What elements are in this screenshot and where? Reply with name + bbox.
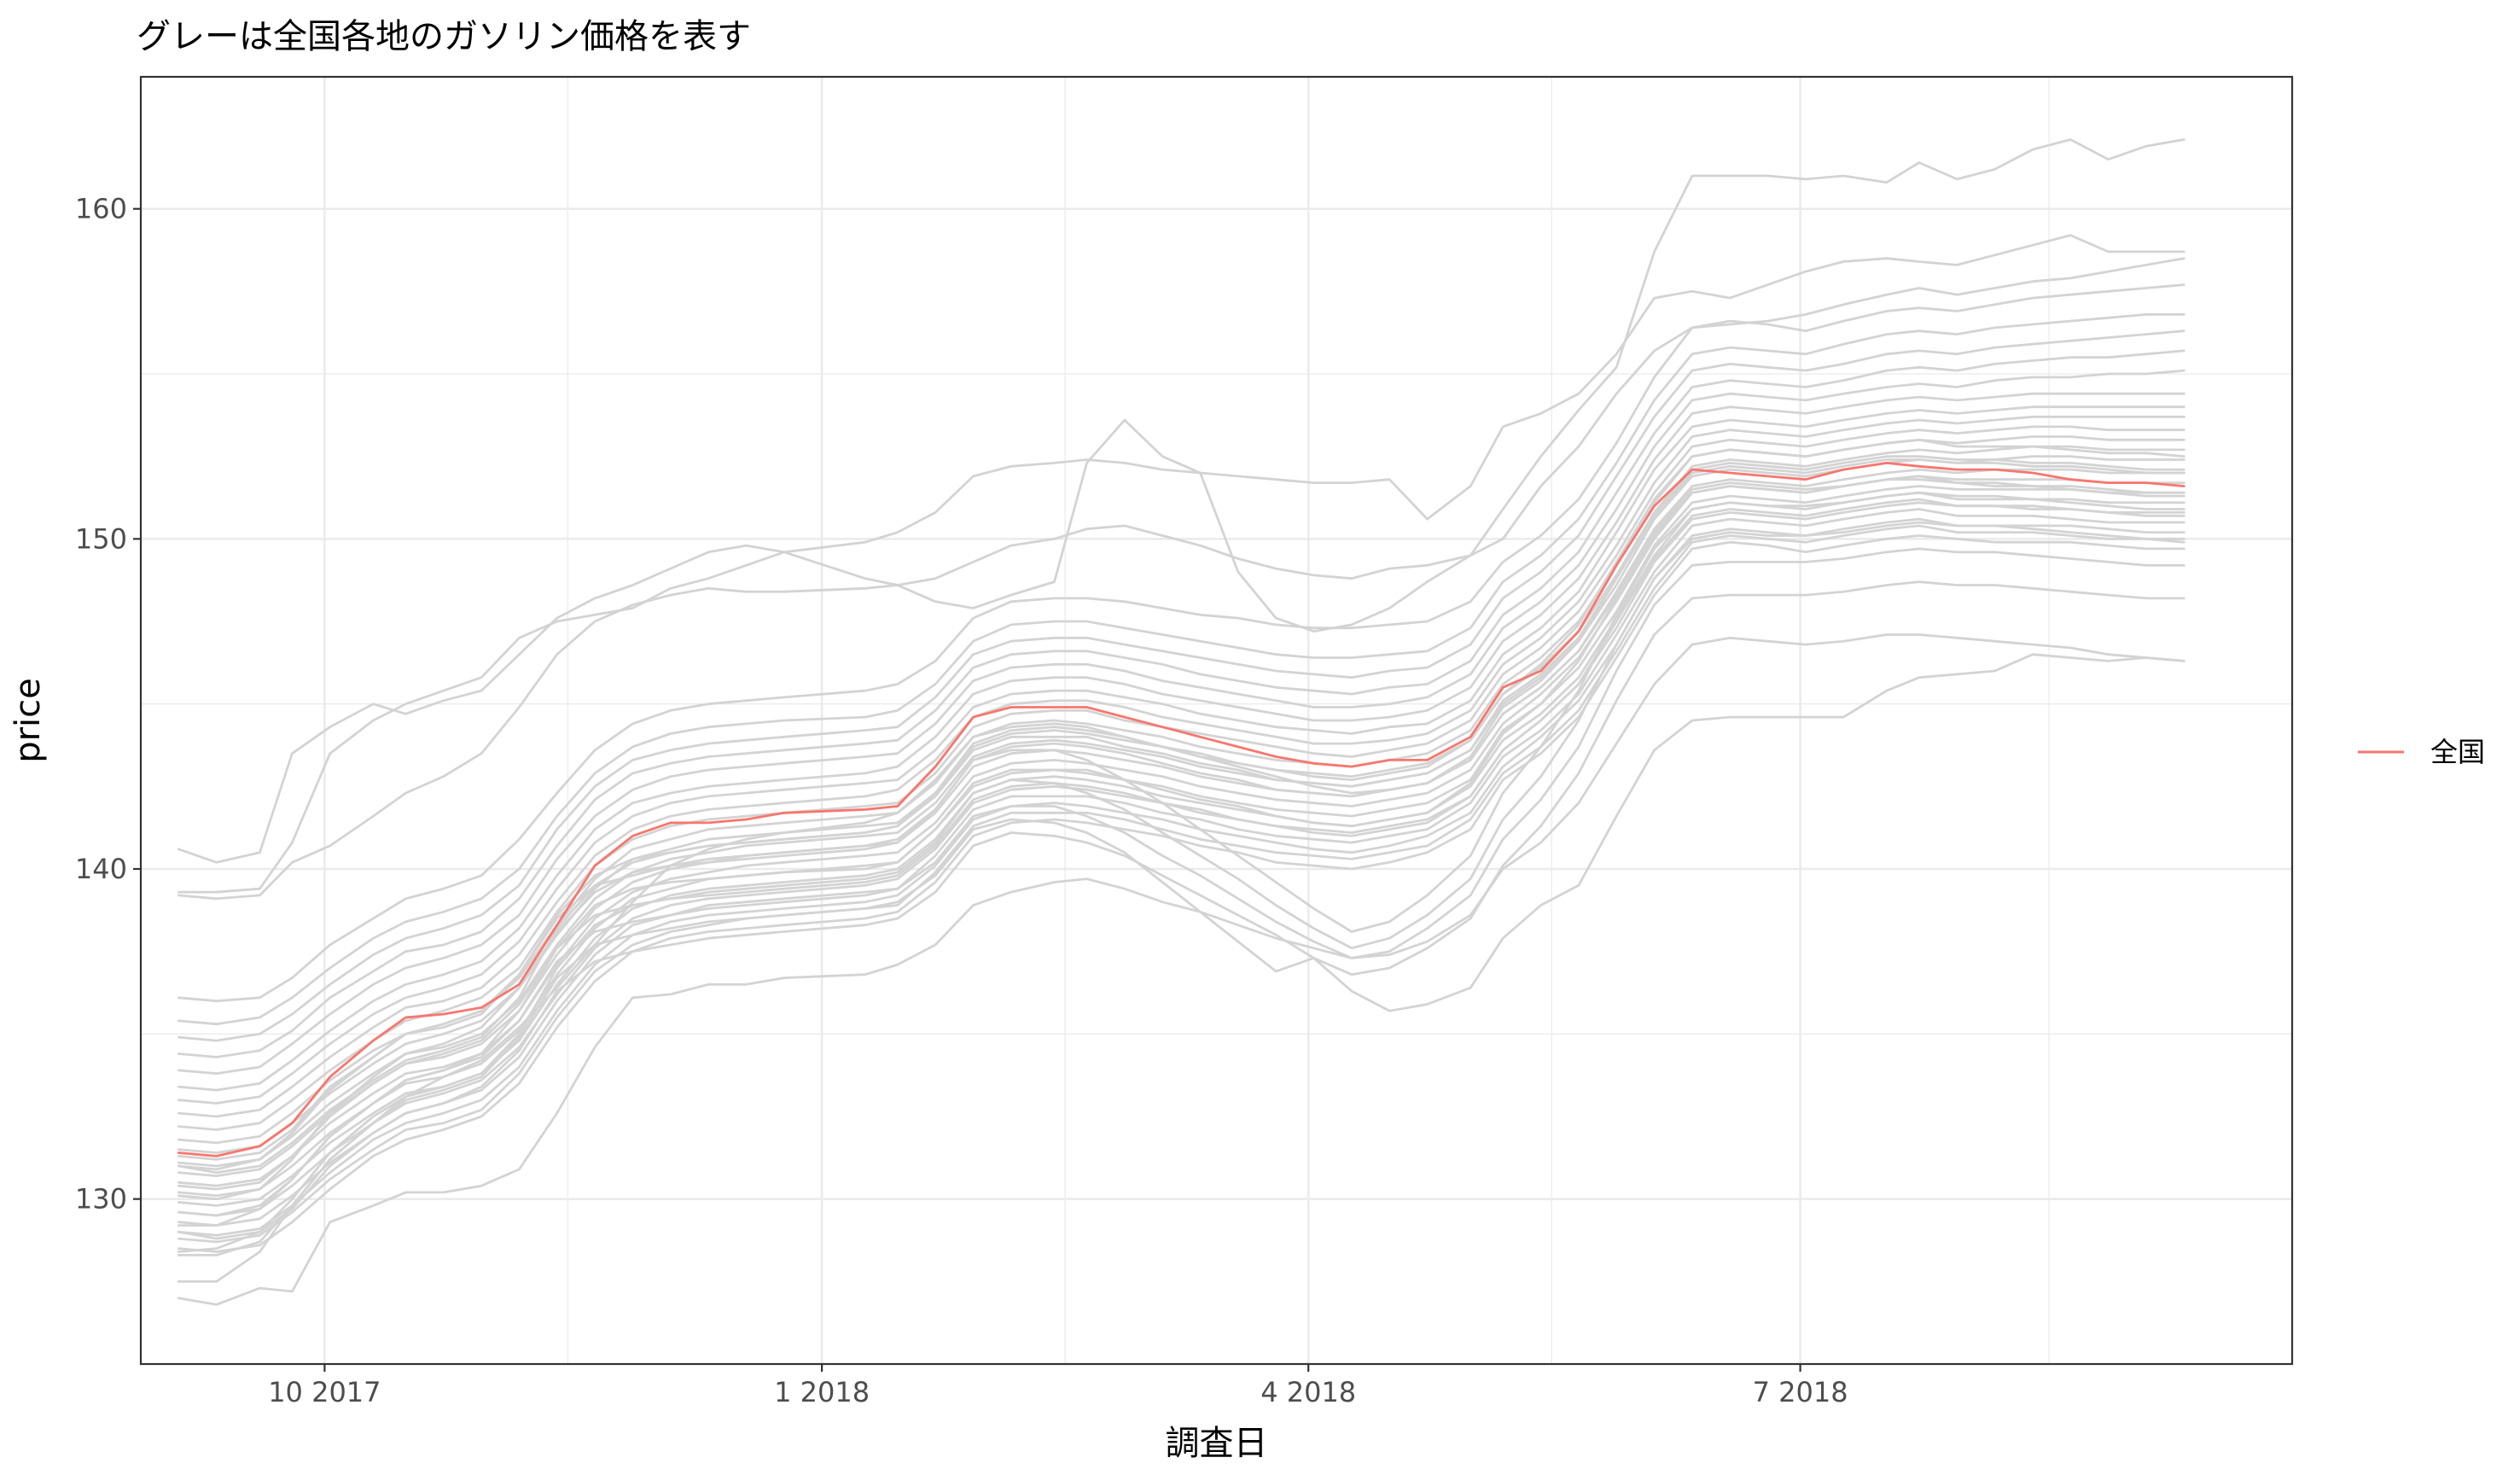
series-line-region <box>177 455 2185 1175</box>
series-lines <box>177 138 2185 1306</box>
x-tick-label: 10 2017 <box>268 1376 381 1408</box>
series-line-region <box>177 485 2185 1198</box>
x-tick-label: 7 2018 <box>1753 1376 1848 1408</box>
x-axis-title: 調査日 <box>1166 1424 1268 1463</box>
series-line-region <box>177 534 2185 1253</box>
legend: 全国 <box>2358 736 2485 768</box>
series-line-region <box>177 405 2185 1105</box>
tick-labels: 130 140 150 160 10 2017 1 2018 4 2018 7 2018 <box>75 193 1848 1408</box>
legend-label-national: 全国 <box>2430 736 2485 768</box>
series-line-region <box>177 415 2185 1118</box>
series-line-region <box>177 521 2185 1191</box>
series-line-region <box>177 257 2185 901</box>
y-tick-label: 150 <box>75 522 127 555</box>
series-line-region <box>177 547 2185 1217</box>
x-tick-label: 1 2018 <box>774 1376 870 1408</box>
y-tick-label: 140 <box>75 853 127 885</box>
series-line-region <box>177 580 2185 1240</box>
series-line-region <box>177 234 2185 894</box>
series-line-region <box>177 653 2185 1256</box>
series-line-region <box>177 498 2185 1253</box>
series-line-region <box>177 283 2185 1003</box>
series-line-region <box>177 312 2185 1026</box>
x-tick-label: 4 2018 <box>1260 1376 1356 1408</box>
series-line-region <box>177 468 2185 1177</box>
axis-ticks <box>133 207 1801 1372</box>
chart-title: グレーは全国各地のガソリン価格を表す <box>137 17 751 56</box>
plot-border <box>139 75 2294 1366</box>
y-axis-title: price <box>9 678 48 763</box>
series-line-region <box>177 491 2185 1161</box>
series-line-region <box>177 478 2185 1283</box>
series-line-region <box>177 501 2185 1217</box>
series-line-region <box>177 425 2185 1131</box>
series-line-region <box>177 508 2185 1227</box>
series-line-region <box>177 349 2185 1058</box>
series-line-national <box>177 462 2185 1157</box>
series-line-region <box>177 524 2185 1244</box>
series-line-region <box>177 369 2185 1076</box>
series-line-region <box>177 329 2185 1042</box>
series-line-region <box>177 392 2185 1092</box>
series-line-region <box>177 458 2185 1201</box>
plot-panel <box>141 77 2292 1364</box>
y-tick-label: 160 <box>75 193 127 225</box>
y-tick-label: 130 <box>75 1183 127 1216</box>
